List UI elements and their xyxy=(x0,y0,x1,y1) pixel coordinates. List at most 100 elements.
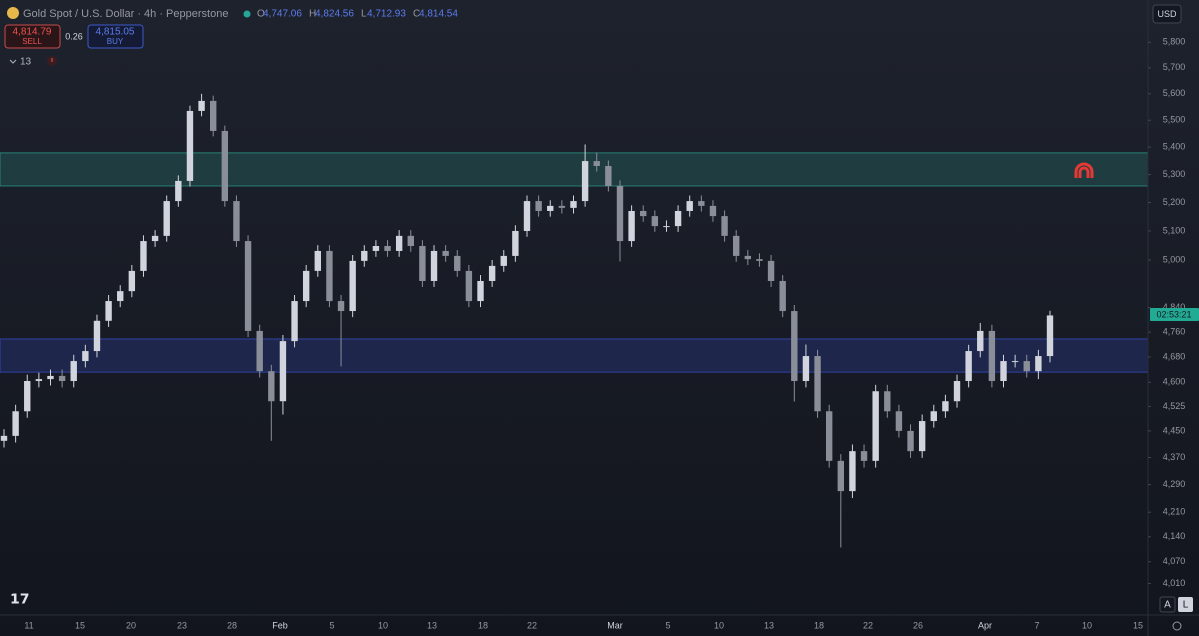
candle-body xyxy=(430,250,438,281)
candle-body xyxy=(419,246,426,281)
zone xyxy=(0,338,1149,373)
candle-body xyxy=(58,375,66,382)
x-tick-label: 10 xyxy=(1082,620,1092,630)
candle-body xyxy=(616,185,624,242)
candle-body xyxy=(279,341,287,402)
plot-area xyxy=(0,93,1149,548)
sell-button[interactable] xyxy=(4,24,61,49)
auto-label[interactable]: A xyxy=(1164,600,1171,611)
candle-body xyxy=(186,110,194,181)
y-tick-label: 5,600 xyxy=(1163,88,1186,98)
sell-price[interactable]: 4,814.79 xyxy=(13,27,52,38)
candle-body xyxy=(965,351,972,382)
y-tick-label: 4,070 xyxy=(1163,556,1186,566)
zone xyxy=(0,152,1149,187)
candle-body xyxy=(500,255,507,266)
candle-body xyxy=(302,270,310,302)
y-tick-label: 4,370 xyxy=(1163,452,1186,462)
y-tick-label: 5,800 xyxy=(1163,37,1186,47)
candle-body xyxy=(337,301,345,312)
x-tick-label: 18 xyxy=(478,620,488,630)
candle-body xyxy=(1000,361,1007,382)
tv-logo: 𝟭𝟳 xyxy=(10,591,29,607)
candle-body xyxy=(210,100,217,131)
x-tick-label: 18 xyxy=(814,620,824,630)
candle-body xyxy=(721,216,728,236)
candle-body xyxy=(686,201,693,211)
candle-body xyxy=(837,460,844,492)
candle-body xyxy=(244,241,252,331)
x-tick-label: Apr xyxy=(978,620,992,630)
candle-body xyxy=(860,451,868,461)
candle-body xyxy=(756,259,763,261)
market-status xyxy=(243,10,251,18)
candle-body xyxy=(512,230,519,256)
x-tick-label: 22 xyxy=(527,620,537,630)
candle-body xyxy=(268,371,275,402)
x-tick-label: 20 xyxy=(126,620,136,630)
y-tick-label: 4,450 xyxy=(1163,425,1186,435)
y-tick-label: 5,700 xyxy=(1163,62,1186,72)
candle-body xyxy=(163,201,170,236)
buy-label[interactable]: BUY xyxy=(107,37,124,46)
candle-body xyxy=(802,356,810,382)
candle-body xyxy=(349,260,356,312)
candle-body xyxy=(895,411,903,431)
candle-body xyxy=(12,411,19,436)
candle-body xyxy=(361,250,368,261)
log-button[interactable] xyxy=(1178,597,1193,612)
candle-body xyxy=(233,201,240,242)
x-tick-label: 10 xyxy=(714,620,724,630)
candle-body xyxy=(35,379,43,382)
candle-body xyxy=(477,280,484,302)
sell-label[interactable]: SELL xyxy=(22,37,42,46)
candle-body xyxy=(593,161,600,167)
candle-body xyxy=(198,100,205,111)
settings-icon[interactable] xyxy=(1172,621,1182,631)
x-tick-label: 26 xyxy=(913,620,923,630)
candle-body xyxy=(372,246,380,251)
auto-button[interactable] xyxy=(1159,596,1176,613)
countdown: 02:53:21 xyxy=(1156,309,1191,319)
candle-body xyxy=(0,435,8,441)
y-tick-label: 4,680 xyxy=(1163,351,1186,361)
ohlc-key: O xyxy=(257,9,265,20)
candle-body xyxy=(221,130,229,202)
candle-body xyxy=(384,246,391,251)
x-tick-label: 10 xyxy=(378,620,388,630)
symbol-icon xyxy=(7,7,19,19)
candle-body xyxy=(942,401,949,412)
axes: 5,800 5,700 5,600 5,500 5,400 5,300 5,200 5,100… xyxy=(24,37,1185,631)
indicator-count[interactable]: 13 xyxy=(20,57,32,68)
currency[interactable]: USD xyxy=(1157,9,1177,19)
candle-body xyxy=(988,330,996,382)
buy-price[interactable]: 4,815.05 xyxy=(96,27,135,38)
y-tick-label: 5,100 xyxy=(1163,225,1186,235)
currency-button[interactable] xyxy=(1152,4,1182,24)
collapse-icon[interactable] xyxy=(9,59,17,64)
candle-body xyxy=(872,391,879,461)
candle-body xyxy=(977,330,984,352)
candle-body xyxy=(1046,315,1054,357)
candle-body xyxy=(1023,361,1030,372)
x-tick-label: 5 xyxy=(665,620,670,630)
candle-body xyxy=(128,270,136,292)
x-tick-label: 22 xyxy=(863,620,873,630)
candle-body xyxy=(93,320,101,352)
countdown-tag xyxy=(1150,308,1199,321)
y-tick-label: 4,525 xyxy=(1163,401,1186,411)
ohlc-value: 4,712.93 xyxy=(367,9,406,20)
log-label[interactable]: L xyxy=(1183,600,1189,611)
magnet-icon[interactable] xyxy=(1074,162,1094,178)
x-tick-label: 28 xyxy=(227,620,237,630)
candle-body xyxy=(407,235,414,247)
x-tick-label: Mar xyxy=(607,620,623,630)
candle-body xyxy=(791,311,798,382)
y-tick-label: 4,290 xyxy=(1163,479,1186,489)
candle-body xyxy=(698,201,705,206)
buy-button[interactable] xyxy=(87,24,144,49)
candle-body xyxy=(1035,356,1042,372)
y-tick-label: 5,500 xyxy=(1163,115,1186,125)
